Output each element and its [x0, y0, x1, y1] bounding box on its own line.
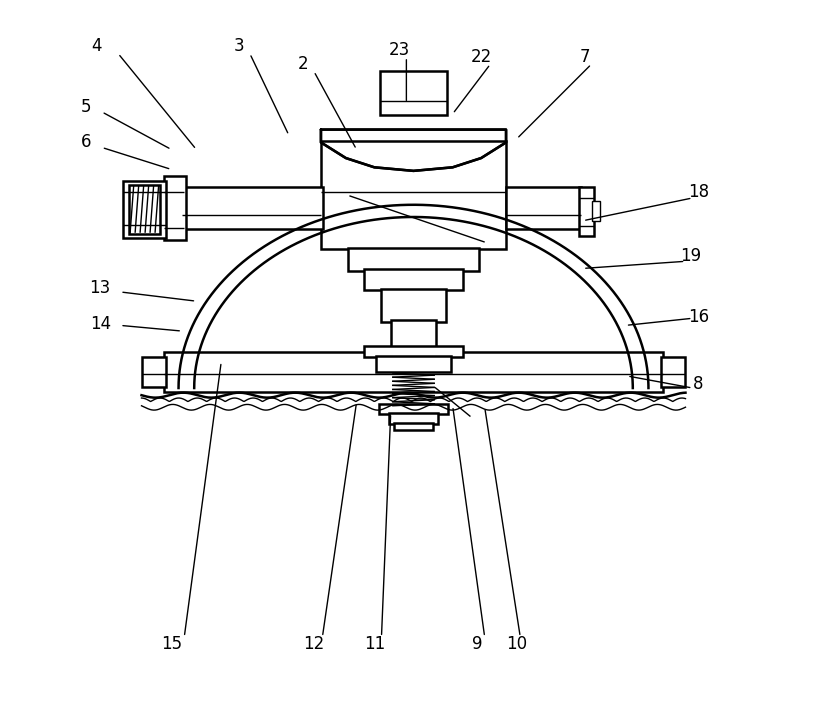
Bar	[591, 201, 600, 221]
Bar	[123, 181, 165, 238]
Bar	[506, 187, 581, 229]
Bar	[182, 187, 323, 229]
Bar	[165, 176, 185, 240]
Text: 2: 2	[298, 55, 308, 73]
Text: 8: 8	[693, 375, 704, 394]
Bar	[348, 248, 479, 271]
Text: 14: 14	[89, 315, 111, 333]
Text: 11: 11	[364, 635, 385, 654]
Text: 12: 12	[304, 635, 324, 654]
Text: 22: 22	[471, 48, 492, 66]
Text: 9: 9	[472, 635, 483, 654]
Bar	[661, 357, 686, 387]
Text: 3: 3	[234, 37, 244, 56]
Polygon shape	[321, 130, 506, 171]
Bar	[394, 423, 433, 430]
Text: 4: 4	[92, 37, 102, 56]
Text: 15: 15	[161, 635, 182, 654]
Bar	[165, 352, 662, 392]
Text: 23: 23	[389, 41, 410, 59]
Bar	[376, 356, 451, 372]
Text: 5: 5	[81, 98, 91, 116]
Bar	[129, 185, 160, 234]
Bar	[390, 320, 437, 349]
Text: 7: 7	[579, 48, 590, 66]
Bar	[389, 413, 438, 424]
Text: 19: 19	[681, 247, 702, 266]
Text: 16: 16	[688, 308, 709, 326]
Text: 10: 10	[506, 635, 528, 654]
Bar	[380, 71, 447, 115]
Bar	[364, 346, 463, 357]
Text: 6: 6	[81, 133, 91, 152]
Bar	[381, 289, 446, 322]
Bar	[321, 141, 506, 249]
Bar	[380, 404, 447, 414]
Bar	[579, 187, 595, 236]
Text: 18: 18	[688, 183, 709, 201]
Text: 13: 13	[89, 279, 111, 298]
Bar	[141, 357, 166, 387]
Bar	[364, 269, 463, 290]
